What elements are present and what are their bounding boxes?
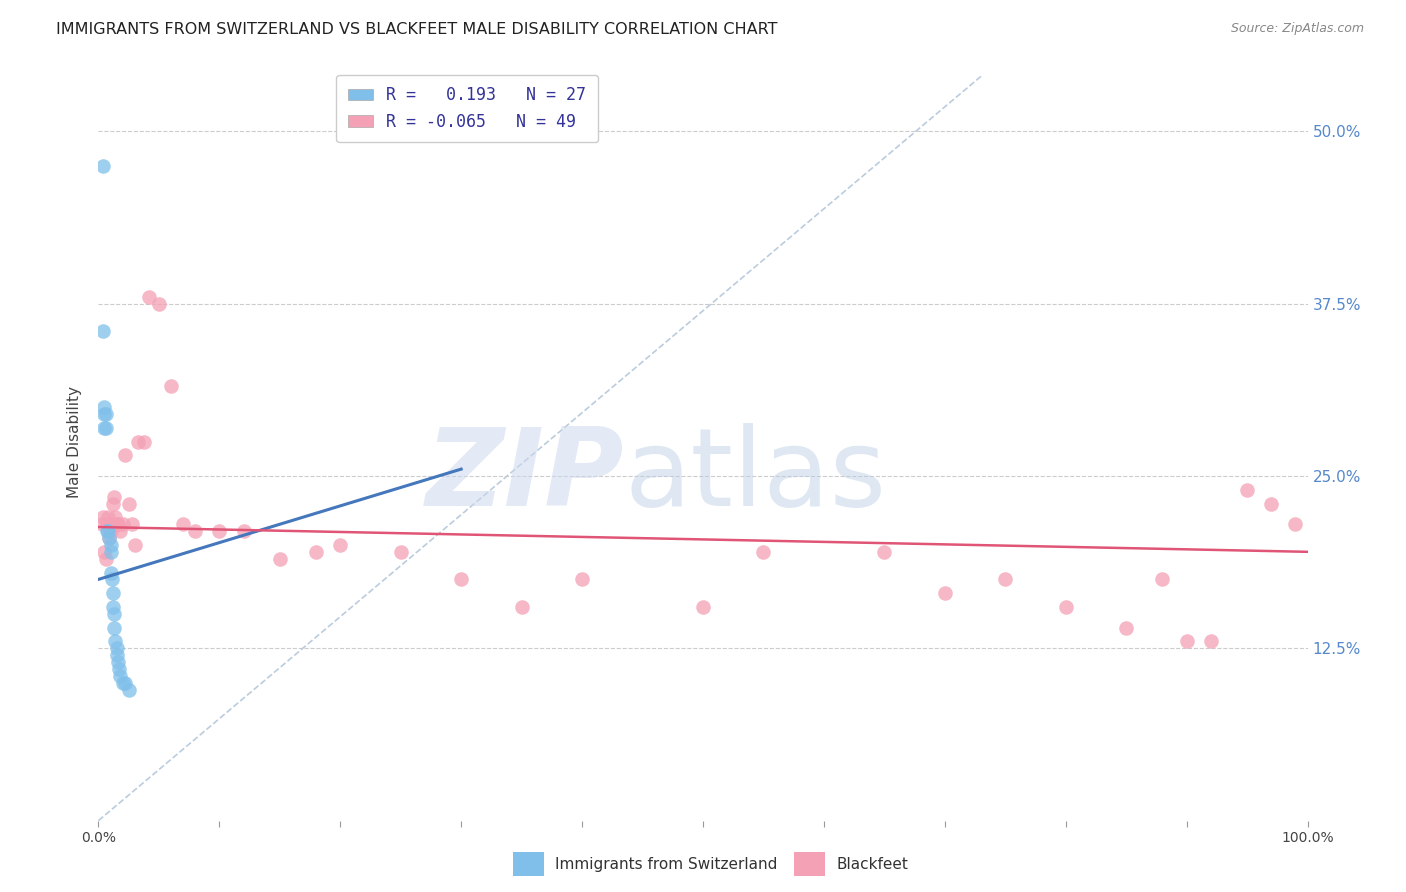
Point xyxy=(148,296,170,310)
Point xyxy=(101,586,124,600)
Point xyxy=(94,421,117,435)
Point xyxy=(97,510,120,524)
Text: Source: ZipAtlas.com: Source: ZipAtlas.com xyxy=(1230,22,1364,36)
Point xyxy=(93,545,115,559)
Point xyxy=(1199,634,1222,648)
Point xyxy=(108,662,131,676)
Point xyxy=(329,538,352,552)
Point xyxy=(93,421,115,435)
Point xyxy=(1054,599,1077,614)
FancyBboxPatch shape xyxy=(513,852,544,876)
Point xyxy=(91,324,114,338)
Point xyxy=(1175,634,1198,648)
Point xyxy=(172,517,194,532)
Point xyxy=(160,379,183,393)
Point xyxy=(100,545,122,559)
Point xyxy=(100,538,122,552)
Point xyxy=(232,524,254,538)
Point xyxy=(101,599,124,614)
Point xyxy=(91,517,114,532)
Point xyxy=(105,641,128,656)
Point xyxy=(389,545,412,559)
Text: IMMIGRANTS FROM SWITZERLAND VS BLACKFEET MALE DISABILITY CORRELATION CHART: IMMIGRANTS FROM SWITZERLAND VS BLACKFEET… xyxy=(56,22,778,37)
Point xyxy=(98,531,121,545)
Point xyxy=(127,434,149,449)
Point xyxy=(184,524,207,538)
Point xyxy=(111,675,134,690)
Point xyxy=(96,524,118,538)
Point xyxy=(1236,483,1258,497)
Point xyxy=(138,290,160,304)
Point xyxy=(101,497,124,511)
Point xyxy=(269,551,291,566)
Point xyxy=(1152,573,1174,587)
Point xyxy=(1260,497,1282,511)
Point xyxy=(571,573,593,587)
Point xyxy=(118,497,141,511)
Text: atlas: atlas xyxy=(624,423,886,529)
Text: Blackfeet: Blackfeet xyxy=(837,856,908,871)
Point xyxy=(107,655,129,669)
Point xyxy=(450,573,472,587)
Legend: R =   0.193   N = 27, R = -0.065   N = 49: R = 0.193 N = 27, R = -0.065 N = 49 xyxy=(336,75,598,142)
Point xyxy=(103,490,125,504)
Point xyxy=(121,517,143,532)
Text: ZIP: ZIP xyxy=(426,423,624,529)
Point xyxy=(104,634,127,648)
Point xyxy=(97,524,120,538)
Point xyxy=(108,524,131,538)
Point xyxy=(100,573,122,587)
Text: Immigrants from Switzerland: Immigrants from Switzerland xyxy=(555,856,778,871)
Point xyxy=(103,607,125,621)
Point xyxy=(994,573,1017,587)
Point xyxy=(118,682,141,697)
Point xyxy=(103,621,125,635)
Point xyxy=(692,599,714,614)
Point xyxy=(134,434,156,449)
Point xyxy=(510,599,533,614)
Point xyxy=(114,675,136,690)
Point xyxy=(100,517,122,532)
Point xyxy=(98,531,121,545)
Point xyxy=(105,517,128,532)
FancyBboxPatch shape xyxy=(794,852,825,876)
Point xyxy=(934,586,956,600)
Point xyxy=(111,517,134,532)
Y-axis label: Male Disability: Male Disability xyxy=(67,385,83,498)
Point xyxy=(107,517,129,532)
Point xyxy=(100,566,122,580)
Point xyxy=(93,407,115,421)
Point xyxy=(1284,517,1306,532)
Point xyxy=(105,648,128,663)
Point xyxy=(752,545,775,559)
Point xyxy=(91,159,114,173)
Point xyxy=(104,510,127,524)
Point xyxy=(124,538,146,552)
Point xyxy=(100,524,122,538)
Point xyxy=(96,517,118,532)
Point xyxy=(305,545,328,559)
Point xyxy=(91,510,114,524)
Point xyxy=(114,448,136,462)
Point xyxy=(873,545,896,559)
Point xyxy=(1115,621,1137,635)
Point xyxy=(108,669,131,683)
Point xyxy=(208,524,231,538)
Point xyxy=(94,551,117,566)
Point xyxy=(94,407,117,421)
Point xyxy=(93,400,115,414)
